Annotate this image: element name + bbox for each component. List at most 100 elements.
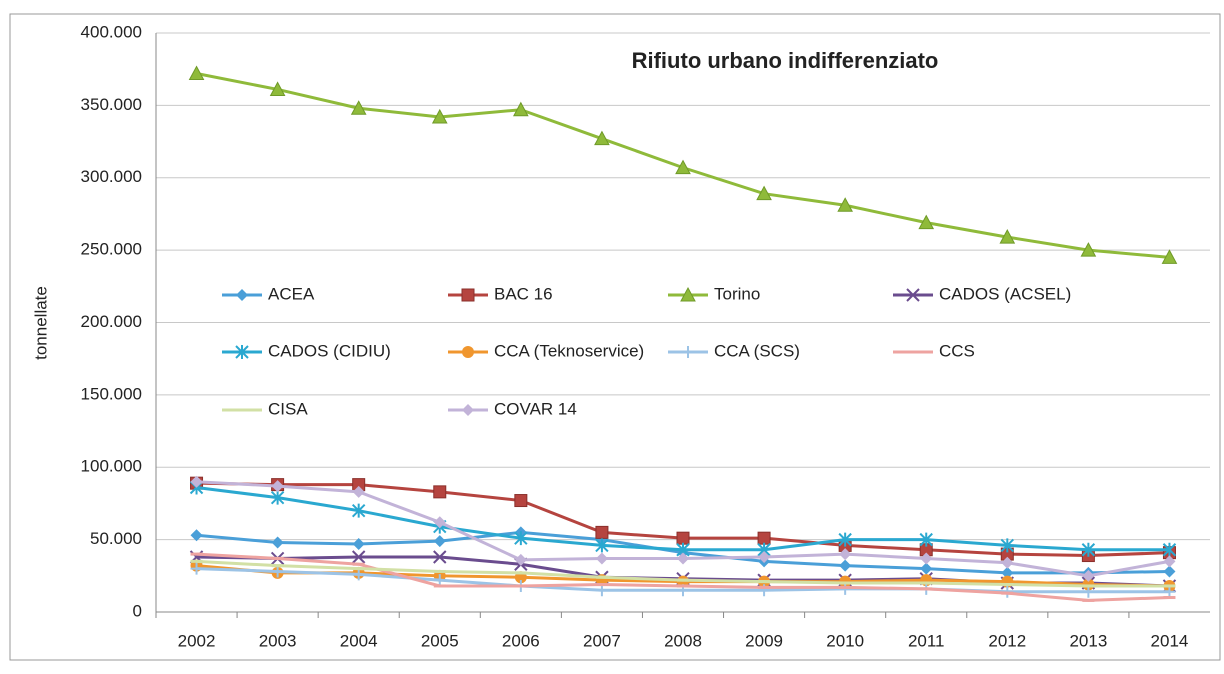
y-tick-label: 0 [133, 601, 142, 620]
data-point [352, 568, 365, 581]
data-point [190, 529, 203, 542]
x-tick-label: 2013 [1069, 631, 1107, 650]
data-point [433, 535, 446, 548]
data-point [920, 562, 933, 575]
data-point [433, 485, 447, 499]
data-point [514, 553, 527, 566]
y-tick-label: 50.000 [90, 529, 142, 548]
legend-marker [680, 286, 696, 302]
y-tick-label: 200.000 [81, 312, 142, 331]
data-point [595, 552, 608, 565]
data-point [595, 584, 608, 597]
legend-label: BAC 16 [494, 284, 553, 303]
x-tick-label: 2002 [178, 631, 216, 650]
legend-label: CCA (Teknoservice) [494, 341, 644, 360]
data-point [271, 536, 284, 549]
data-point [1163, 565, 1176, 578]
legend-label: CISA [268, 399, 308, 418]
data-point [513, 101, 529, 117]
data-point [594, 130, 610, 146]
chart-border [9, 13, 1221, 661]
y-tick-label: 150.000 [81, 384, 142, 403]
data-point [431, 108, 448, 124]
data-point [269, 81, 286, 96]
data-point [1082, 585, 1095, 598]
x-tick-label: 2004 [340, 631, 378, 650]
data-point [839, 548, 852, 561]
data-point [757, 531, 771, 545]
data-point [350, 100, 367, 115]
data-point [756, 185, 772, 201]
data-point [271, 480, 284, 493]
y-tick-label: 100.000 [81, 457, 142, 476]
data-point [838, 532, 852, 547]
data-point [351, 503, 366, 518]
x-tick-label: 2009 [745, 631, 783, 650]
data-point [675, 159, 691, 175]
data-point [1000, 538, 1015, 553]
data-point [837, 197, 853, 212]
x-tick-label: 2006 [502, 631, 540, 650]
data-point [839, 559, 852, 572]
data-point [1162, 542, 1177, 557]
y-axis-label: tonnellate [31, 286, 50, 360]
data-point [514, 531, 528, 546]
data-point [188, 65, 205, 81]
legend-label: Torino [714, 284, 760, 303]
legend-marker [235, 345, 249, 359]
x-tick-label: 2012 [988, 631, 1026, 650]
data-point [1080, 242, 1097, 257]
data-point [919, 532, 933, 547]
data-point [920, 552, 933, 565]
y-tick-label: 300.000 [81, 167, 142, 186]
data-point [271, 565, 284, 578]
data-point [352, 485, 365, 498]
data-point [433, 550, 447, 564]
chart-title: Rifiuto urbano indifferenziato [632, 48, 939, 73]
x-tick-label: 2007 [583, 631, 621, 650]
legend-marker [462, 404, 474, 416]
x-tick-label: 2005 [421, 631, 459, 650]
legend-label: CADOS (ACSEL) [939, 284, 1071, 303]
data-point [352, 537, 365, 550]
data-point [1001, 556, 1014, 569]
x-tick-label: 2014 [1151, 631, 1189, 650]
data-point [1082, 569, 1095, 582]
x-tick-label: 2008 [664, 631, 702, 650]
y-tick-label: 350.000 [81, 95, 142, 114]
data-point [758, 550, 771, 563]
data-point [1163, 555, 1176, 568]
data-point [595, 525, 609, 539]
data-point [677, 552, 689, 565]
data-point [190, 562, 203, 575]
x-tick-label: 2011 [908, 631, 945, 650]
legend-label: CCA (SCS) [714, 341, 800, 360]
data-point [433, 516, 446, 529]
data-point [270, 490, 285, 505]
legend-marker [236, 289, 248, 301]
data-point [190, 475, 203, 488]
legend-marker [906, 288, 920, 302]
data-point [918, 214, 935, 230]
data-point [999, 229, 1016, 244]
legend-label: COVAR 14 [494, 399, 577, 418]
data-point [1163, 585, 1176, 598]
legend-marker [682, 346, 694, 358]
data-point [351, 550, 366, 564]
data-point [1001, 566, 1014, 579]
y-tick-label: 250.000 [81, 240, 142, 259]
data-point [514, 494, 528, 508]
x-tick-label: 2010 [826, 631, 864, 650]
data-point [1161, 249, 1178, 264]
data-point [1081, 542, 1096, 557]
data-point [676, 531, 690, 545]
legend-label: CADOS (CIDIU) [268, 341, 391, 360]
data-point [433, 574, 446, 587]
legend-marker [462, 346, 474, 358]
data-point [595, 538, 609, 553]
legend-marker [461, 288, 475, 302]
legend-label: CCS [939, 341, 975, 360]
x-tick-label: 2003 [259, 631, 297, 650]
y-tick-label: 400.000 [81, 22, 142, 41]
